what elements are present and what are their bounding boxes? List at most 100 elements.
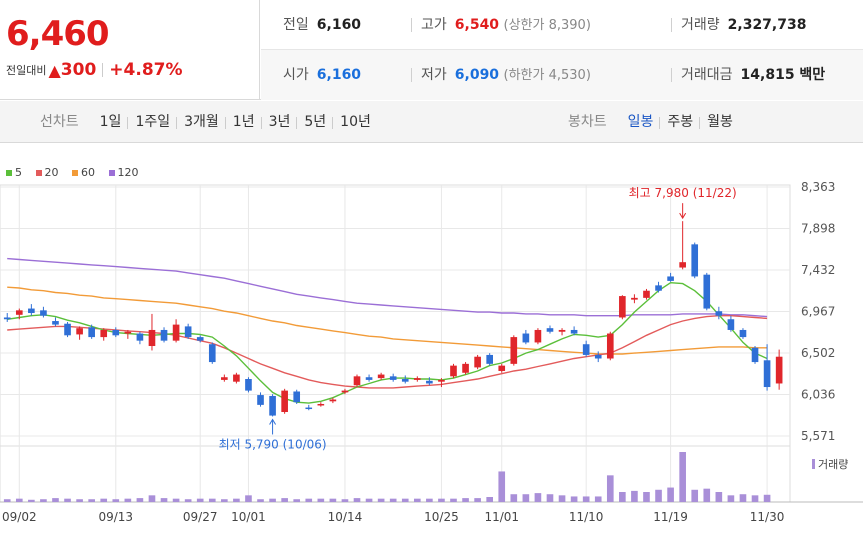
candle (365, 374, 373, 382)
volume-bar (534, 493, 542, 502)
price-header: 6,460 전일대비 ▲300 +4.87% 전일 6,160 고가 6,540 (상한… (0, 0, 863, 100)
candle-body (570, 329, 578, 334)
legend-ma120: 120 (108, 166, 139, 179)
candle (715, 306, 723, 320)
candle-body (281, 390, 288, 413)
volume-bar (450, 498, 457, 502)
candle (474, 354, 481, 370)
period-1d[interactable]: 1일 (99, 114, 122, 130)
volume-bar (739, 494, 747, 502)
volume-bar (462, 498, 469, 502)
candle (305, 404, 313, 411)
volume-bar (196, 498, 204, 502)
period-3y[interactable]: 3년 (262, 114, 298, 130)
high-annotation: 최고 7,980 (11/22) (629, 186, 737, 200)
candle (245, 377, 252, 393)
volume-bar (438, 498, 445, 502)
candle-body (148, 329, 156, 347)
candle-body (534, 329, 542, 343)
candle-body (667, 276, 674, 281)
volume-bar (3, 499, 11, 502)
legend-ma60: 60 (72, 166, 95, 179)
current-price: 6,460 (6, 14, 110, 54)
line-chart-periods: 선차트 1일 1주일 3개월 1년 3년 5년 10년 (40, 101, 378, 143)
y-tick-label: 6,967 (801, 305, 835, 319)
candle-body (522, 333, 530, 343)
candle (136, 331, 144, 345)
candle-body (413, 378, 421, 380)
volume-bar (401, 498, 409, 502)
candle-body (510, 337, 518, 364)
candle (64, 321, 71, 338)
volume-bar (88, 499, 95, 502)
candle-body (15, 310, 23, 315)
period-toolbar: 선차트 1일 1주일 3개월 1년 3년 5년 10년 봉차트 일봉 주봉 월봉 (0, 101, 863, 143)
period-5y[interactable]: 5년 (297, 114, 333, 130)
volume-bar (100, 498, 108, 502)
candle-body (40, 310, 47, 316)
candle-body (317, 403, 325, 406)
candle-body (631, 297, 638, 300)
candle-body (293, 391, 301, 403)
candle-body (498, 365, 506, 371)
candle-body (462, 363, 469, 373)
candle-body (474, 356, 481, 368)
candle-body (305, 407, 313, 410)
candle-chart-periods: 봉차트 일봉 주봉 월봉 (568, 101, 740, 143)
legend-ma20: 20 (35, 166, 59, 179)
candle-body (389, 376, 397, 380)
candle-body (679, 262, 686, 268)
candle (281, 388, 288, 414)
volume-bar (233, 498, 240, 502)
volume-bar (365, 498, 373, 502)
up-arrow-icon: ▲ (48, 60, 61, 80)
candle (546, 325, 554, 334)
volume-bar (136, 498, 144, 502)
volume-bar (570, 496, 578, 502)
candle (498, 363, 506, 373)
ma60-line (7, 286, 768, 355)
stats-row: 전일 6,160 고가 6,540 (상한가 8,390) 거래량 2,327,738 (261, 0, 863, 50)
candle (329, 397, 337, 404)
volume-bar (679, 452, 686, 502)
candle-body (401, 379, 409, 382)
volume-bar (474, 498, 481, 502)
volume-bar (353, 498, 361, 502)
x-tick-label: 09/02 (2, 510, 37, 524)
candle (341, 388, 349, 395)
candle (40, 306, 47, 318)
line-chart-title: 선차트 (40, 114, 79, 130)
candle-body (124, 331, 132, 334)
candle (269, 394, 276, 417)
candle-body (341, 390, 349, 393)
period-1w[interactable]: 1주일 (128, 114, 177, 130)
period-3m[interactable]: 3개월 (177, 114, 226, 130)
candle-daily[interactable]: 일봉 (627, 114, 654, 130)
price-change: 전일대비 ▲300 +4.87% (6, 60, 183, 80)
candle (679, 221, 686, 270)
candle-weekly[interactable]: 주봉 (660, 114, 700, 130)
candle-body (245, 379, 252, 391)
volume-bar (715, 492, 723, 502)
volume-bar (426, 498, 433, 502)
volume-bar (317, 498, 325, 502)
volume-label: 거래량 (818, 458, 848, 471)
candle (462, 362, 469, 375)
y-tick-label: 7,432 (801, 263, 835, 277)
volume-bar (40, 499, 47, 502)
low-annotation: 최저 5,790 (10/06) (219, 437, 327, 451)
legend-ma5: 5 (6, 166, 22, 179)
candle (643, 288, 650, 300)
ma-legend: 5 20 60 120 (6, 166, 149, 179)
candle-body (257, 395, 264, 405)
period-10y[interactable]: 10년 (333, 114, 378, 130)
volume-bar (582, 496, 590, 502)
high-arrow-head (679, 212, 687, 220)
candle (426, 377, 433, 386)
candle-monthly[interactable]: 월봉 (700, 114, 740, 130)
candle-body (196, 337, 204, 341)
candle (100, 328, 108, 341)
x-tick-label: 11/01 (484, 510, 519, 524)
period-1y[interactable]: 1년 (226, 114, 262, 130)
volume-bar (643, 492, 650, 502)
